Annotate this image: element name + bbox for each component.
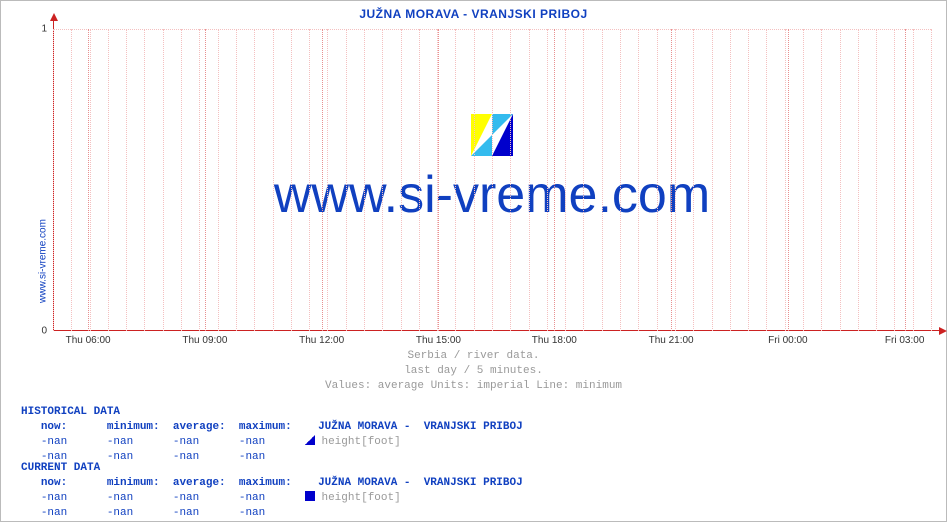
vgrid-minor (529, 29, 530, 331)
vgrid-major (788, 29, 789, 331)
vgrid-minor (876, 29, 877, 331)
y-tick-label: 1 (41, 24, 47, 35)
vgrid-minor (419, 29, 420, 331)
vgrid-minor (144, 29, 145, 331)
vgrid-minor (474, 29, 475, 331)
vgrid-minor (693, 29, 694, 331)
data-header-row: now: minimum: average: maximum: JUŽNA MO… (21, 420, 523, 435)
vgrid-minor (510, 29, 511, 331)
vgrid-minor (748, 29, 749, 331)
vgrid-minor (401, 29, 402, 331)
y-tick-label: 0 (41, 326, 47, 337)
x-tick-label: Thu 21:00 (649, 335, 694, 346)
vgrid-minor (858, 29, 859, 331)
vgrid-minor (730, 29, 731, 331)
historical-data-block: HISTORICAL DATA now: minimum: average: m… (21, 405, 523, 464)
series-swatch-icon (305, 435, 315, 445)
vgrid-minor (163, 29, 164, 331)
vgrid-minor (931, 29, 932, 331)
data-row: -nan -nan -nan -nan height[foot] (21, 491, 523, 506)
vgrid-major (205, 29, 206, 331)
current-data-block: CURRENT DATA now: minimum: average: maxi… (21, 461, 523, 520)
series-swatch-icon (305, 491, 315, 501)
x-tick-label: Thu 09:00 (182, 335, 227, 346)
vgrid-minor (675, 29, 676, 331)
vgrid-minor (785, 29, 786, 331)
vgrid-minor (291, 29, 292, 331)
x-tick-label: Thu 15:00 (416, 335, 461, 346)
vgrid-minor (181, 29, 182, 331)
chart-container: www.si-vreme.com JUŽNA MORAVA - VRANJSKI… (0, 0, 947, 522)
vgrid-minor (638, 29, 639, 331)
vgrid-minor (821, 29, 822, 331)
vgrid-minor (364, 29, 365, 331)
vgrid-minor (602, 29, 603, 331)
vgrid-minor (840, 29, 841, 331)
chart-caption: Serbia / river data. last day / 5 minute… (1, 349, 946, 394)
data-heading: HISTORICAL DATA (21, 405, 523, 420)
data-row: -nan -nan -nan -nan height[foot] (21, 435, 523, 450)
x-tick-label: Thu 06:00 (66, 335, 111, 346)
x-tick-label: Thu 18:00 (532, 335, 577, 346)
plot-area: www.si-vreme.com 01Thu 06:00Thu 09:00Thu… (53, 29, 931, 331)
data-header-row: now: minimum: average: maximum: JUŽNA MO… (21, 476, 523, 491)
vgrid-minor (327, 29, 328, 331)
vgrid-minor (53, 29, 54, 331)
vgrid-major (438, 29, 439, 331)
data-row: -nan -nan -nan -nan (21, 506, 523, 521)
vgrid-minor (71, 29, 72, 331)
vgrid-minor (565, 29, 566, 331)
chart-title: JUŽNA MORAVA - VRANJSKI PRIBOJ (1, 7, 946, 21)
caption-line-3: Values: average Units: imperial Line: mi… (1, 379, 946, 394)
caption-line-1: Serbia / river data. (1, 349, 946, 364)
vgrid-minor (547, 29, 548, 331)
vgrid-minor (455, 29, 456, 331)
vgrid-minor (913, 29, 914, 331)
caption-line-2: last day / 5 minutes. (1, 364, 946, 379)
vgrid-minor (218, 29, 219, 331)
vgrid-minor (712, 29, 713, 331)
x-axis (53, 330, 939, 331)
vgrid-minor (382, 29, 383, 331)
x-tick-label: Fri 00:00 (768, 335, 807, 346)
vgrid-minor (126, 29, 127, 331)
vgrid-minor (657, 29, 658, 331)
vgrid-minor (309, 29, 310, 331)
vgrid-minor (254, 29, 255, 331)
vgrid-minor (346, 29, 347, 331)
vgrid-minor (620, 29, 621, 331)
side-site-label: www.si-vreme.com (37, 219, 48, 303)
vgrid-minor (90, 29, 91, 331)
vgrid-minor (894, 29, 895, 331)
vgrid-minor (199, 29, 200, 331)
vgrid-minor (766, 29, 767, 331)
vgrid-minor (273, 29, 274, 331)
vgrid-major (905, 29, 906, 331)
data-heading: CURRENT DATA (21, 461, 523, 476)
vgrid-minor (236, 29, 237, 331)
x-tick-label: Thu 12:00 (299, 335, 344, 346)
vgrid-major (88, 29, 89, 331)
vgrid-minor (108, 29, 109, 331)
vgrid-major (671, 29, 672, 331)
vgrid-minor (583, 29, 584, 331)
vgrid-major (554, 29, 555, 331)
x-tick-label: Fri 03:00 (885, 335, 924, 346)
vgrid-minor (803, 29, 804, 331)
vgrid-minor (492, 29, 493, 331)
vgrid-major (322, 29, 323, 331)
